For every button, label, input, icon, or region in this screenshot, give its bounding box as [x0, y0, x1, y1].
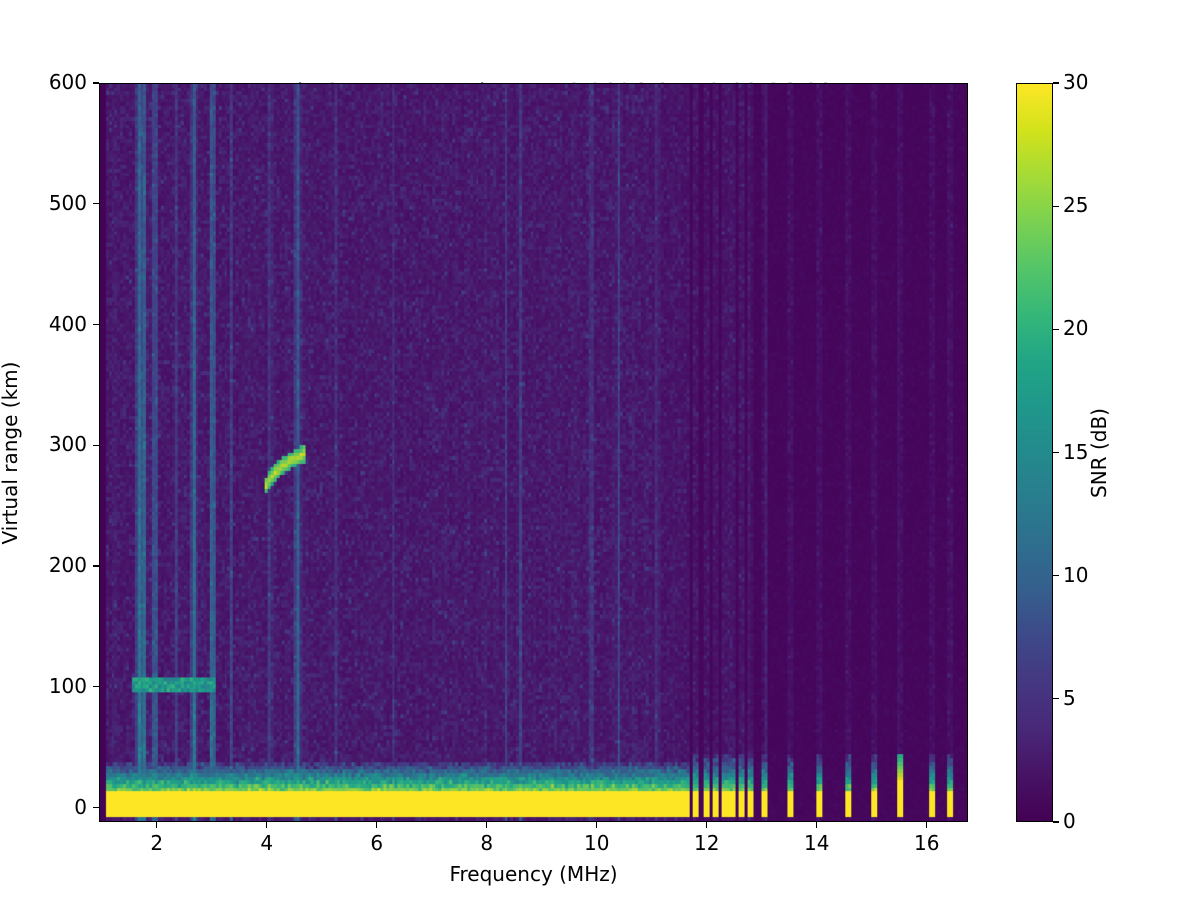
colorbar-tick-mark [1053, 451, 1059, 454]
y-tick-mark [93, 203, 99, 205]
x-tick-mark [816, 822, 818, 828]
x-tick-label: 10 [584, 831, 610, 855]
colorbar-tick-label: 15 [1063, 439, 1089, 464]
x-tick-mark [266, 822, 268, 828]
colorbar-tick-mark [1053, 205, 1059, 207]
colorbar-tick-label: 5 [1063, 685, 1076, 710]
y-tick-mark [93, 444, 99, 446]
x-tick-label: 12 [694, 831, 720, 855]
x-tick-mark [926, 822, 928, 828]
colorbar-label: SNR (dB) [1087, 407, 1111, 498]
x-tick-mark [376, 822, 378, 828]
colorbar-tick-mark [1053, 575, 1059, 577]
x-tick-mark [596, 822, 598, 828]
x-tick-label: 4 [260, 831, 274, 855]
x-tick-label: 6 [370, 831, 384, 855]
x-tick-label: 2 [150, 831, 164, 855]
colorbar-tick-label: 10 [1063, 562, 1089, 587]
y-tick-label: 200 [48, 553, 87, 577]
ionogram-plot-area[interactable] [99, 83, 968, 822]
colorbar-tick-mark [1053, 328, 1059, 330]
colorbar-gradient [1017, 84, 1052, 821]
y-tick-mark [93, 323, 99, 326]
x-tick-mark [156, 822, 158, 828]
y-tick-label: 300 [48, 432, 87, 457]
x-axis-label: Frequency (MHz) [449, 862, 618, 886]
colorbar-tick-label: 20 [1063, 316, 1089, 341]
y-tick-mark [93, 806, 99, 809]
colorbar-tick-mark [1053, 82, 1059, 84]
y-tick-mark [93, 686, 99, 688]
x-tick-label: 14 [804, 831, 830, 855]
x-tick-label: 8 [480, 831, 494, 855]
y-tick-label: 400 [48, 311, 87, 336]
colorbar-tick-label: 0 [1063, 809, 1076, 833]
x-tick-mark [706, 822, 708, 828]
colorbar-tick-label: 30 [1063, 70, 1089, 94]
colorbar-tick-label: 25 [1063, 193, 1089, 218]
x-tick-label: 16 [914, 831, 940, 855]
y-tick-mark [93, 565, 99, 567]
y-axis-label: Virtual range (km) [0, 361, 22, 544]
y-tick-label: 0 [74, 794, 87, 819]
colorbar-tick-mark [1053, 698, 1059, 700]
colorbar[interactable] [1016, 83, 1053, 822]
y-tick-label: 600 [48, 70, 87, 94]
colorbar-tick-mark [1053, 821, 1059, 823]
ionogram-heatmap [100, 84, 967, 821]
x-tick-mark [486, 822, 488, 828]
y-tick-label: 100 [48, 673, 87, 698]
y-tick-label: 500 [48, 190, 87, 215]
y-tick-mark [93, 82, 99, 84]
